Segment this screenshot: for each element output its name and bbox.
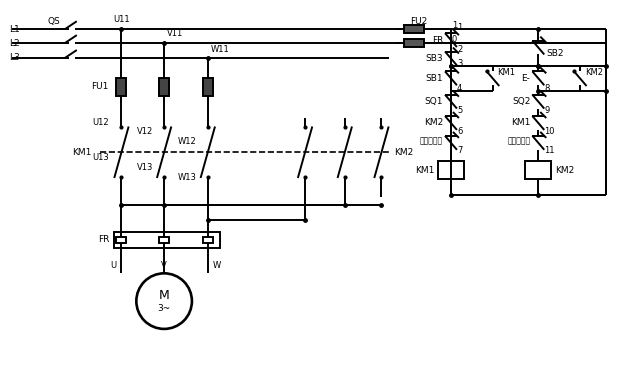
Bar bbox=[404, 39, 424, 47]
Text: 3: 3 bbox=[457, 60, 462, 68]
Text: FU1: FU1 bbox=[91, 82, 108, 91]
Text: 1: 1 bbox=[452, 21, 457, 30]
Text: SB1: SB1 bbox=[425, 74, 443, 83]
Text: 10: 10 bbox=[544, 127, 555, 136]
Text: KM2: KM2 bbox=[394, 148, 414, 157]
Text: SQ2: SQ2 bbox=[512, 97, 530, 106]
Text: W12: W12 bbox=[178, 137, 197, 146]
Text: KM1: KM1 bbox=[511, 118, 530, 128]
Bar bbox=[203, 236, 213, 243]
Text: L3: L3 bbox=[9, 53, 20, 63]
Bar bbox=[117, 78, 127, 96]
Text: KM1: KM1 bbox=[414, 166, 434, 175]
Text: V13: V13 bbox=[137, 163, 153, 172]
Text: 2: 2 bbox=[457, 44, 462, 54]
Bar bbox=[438, 161, 464, 179]
Text: U11: U11 bbox=[113, 15, 130, 24]
Bar bbox=[117, 236, 127, 243]
Text: W: W bbox=[213, 261, 221, 270]
Bar bbox=[159, 78, 169, 96]
Text: V: V bbox=[161, 261, 167, 270]
Text: QS: QS bbox=[48, 17, 60, 26]
Text: KM2: KM2 bbox=[585, 68, 603, 77]
Text: 1: 1 bbox=[457, 23, 462, 32]
Text: 6: 6 bbox=[457, 127, 462, 136]
Text: V12: V12 bbox=[137, 127, 153, 136]
Text: 5: 5 bbox=[457, 106, 462, 115]
Text: 8: 8 bbox=[544, 84, 550, 93]
Text: 11: 11 bbox=[544, 146, 555, 155]
Text: 7: 7 bbox=[457, 146, 462, 155]
Text: V11: V11 bbox=[167, 28, 183, 38]
Text: U: U bbox=[110, 261, 117, 270]
Text: E-: E- bbox=[522, 74, 530, 83]
Text: U13: U13 bbox=[92, 153, 108, 162]
Text: 9: 9 bbox=[544, 106, 549, 115]
Bar bbox=[113, 232, 219, 248]
Text: 3~: 3~ bbox=[157, 303, 171, 313]
Bar bbox=[203, 78, 213, 96]
Text: SQ1: SQ1 bbox=[424, 97, 443, 106]
Text: L1: L1 bbox=[9, 25, 20, 34]
Bar bbox=[404, 25, 424, 33]
Text: KM1: KM1 bbox=[72, 148, 92, 157]
Text: 正向过力矩: 正向过力矩 bbox=[420, 136, 443, 145]
Text: 反向过力矩: 反向过力矩 bbox=[507, 136, 530, 145]
Text: 0: 0 bbox=[452, 35, 457, 44]
Text: 4: 4 bbox=[457, 84, 462, 93]
Text: U12: U12 bbox=[92, 118, 108, 127]
Text: M: M bbox=[159, 289, 169, 302]
Bar bbox=[159, 236, 169, 243]
Text: KM2: KM2 bbox=[555, 166, 574, 175]
Text: FU2: FU2 bbox=[411, 17, 428, 26]
Text: KM1: KM1 bbox=[498, 68, 515, 77]
Text: W11: W11 bbox=[211, 44, 229, 54]
Text: FR: FR bbox=[431, 36, 443, 45]
Text: W13: W13 bbox=[178, 172, 197, 182]
Text: FR: FR bbox=[98, 235, 110, 244]
Text: L2: L2 bbox=[9, 38, 20, 48]
Text: KM2: KM2 bbox=[424, 118, 443, 128]
Bar bbox=[525, 161, 551, 179]
Text: SB3: SB3 bbox=[425, 54, 443, 63]
Text: SB2: SB2 bbox=[546, 50, 564, 58]
